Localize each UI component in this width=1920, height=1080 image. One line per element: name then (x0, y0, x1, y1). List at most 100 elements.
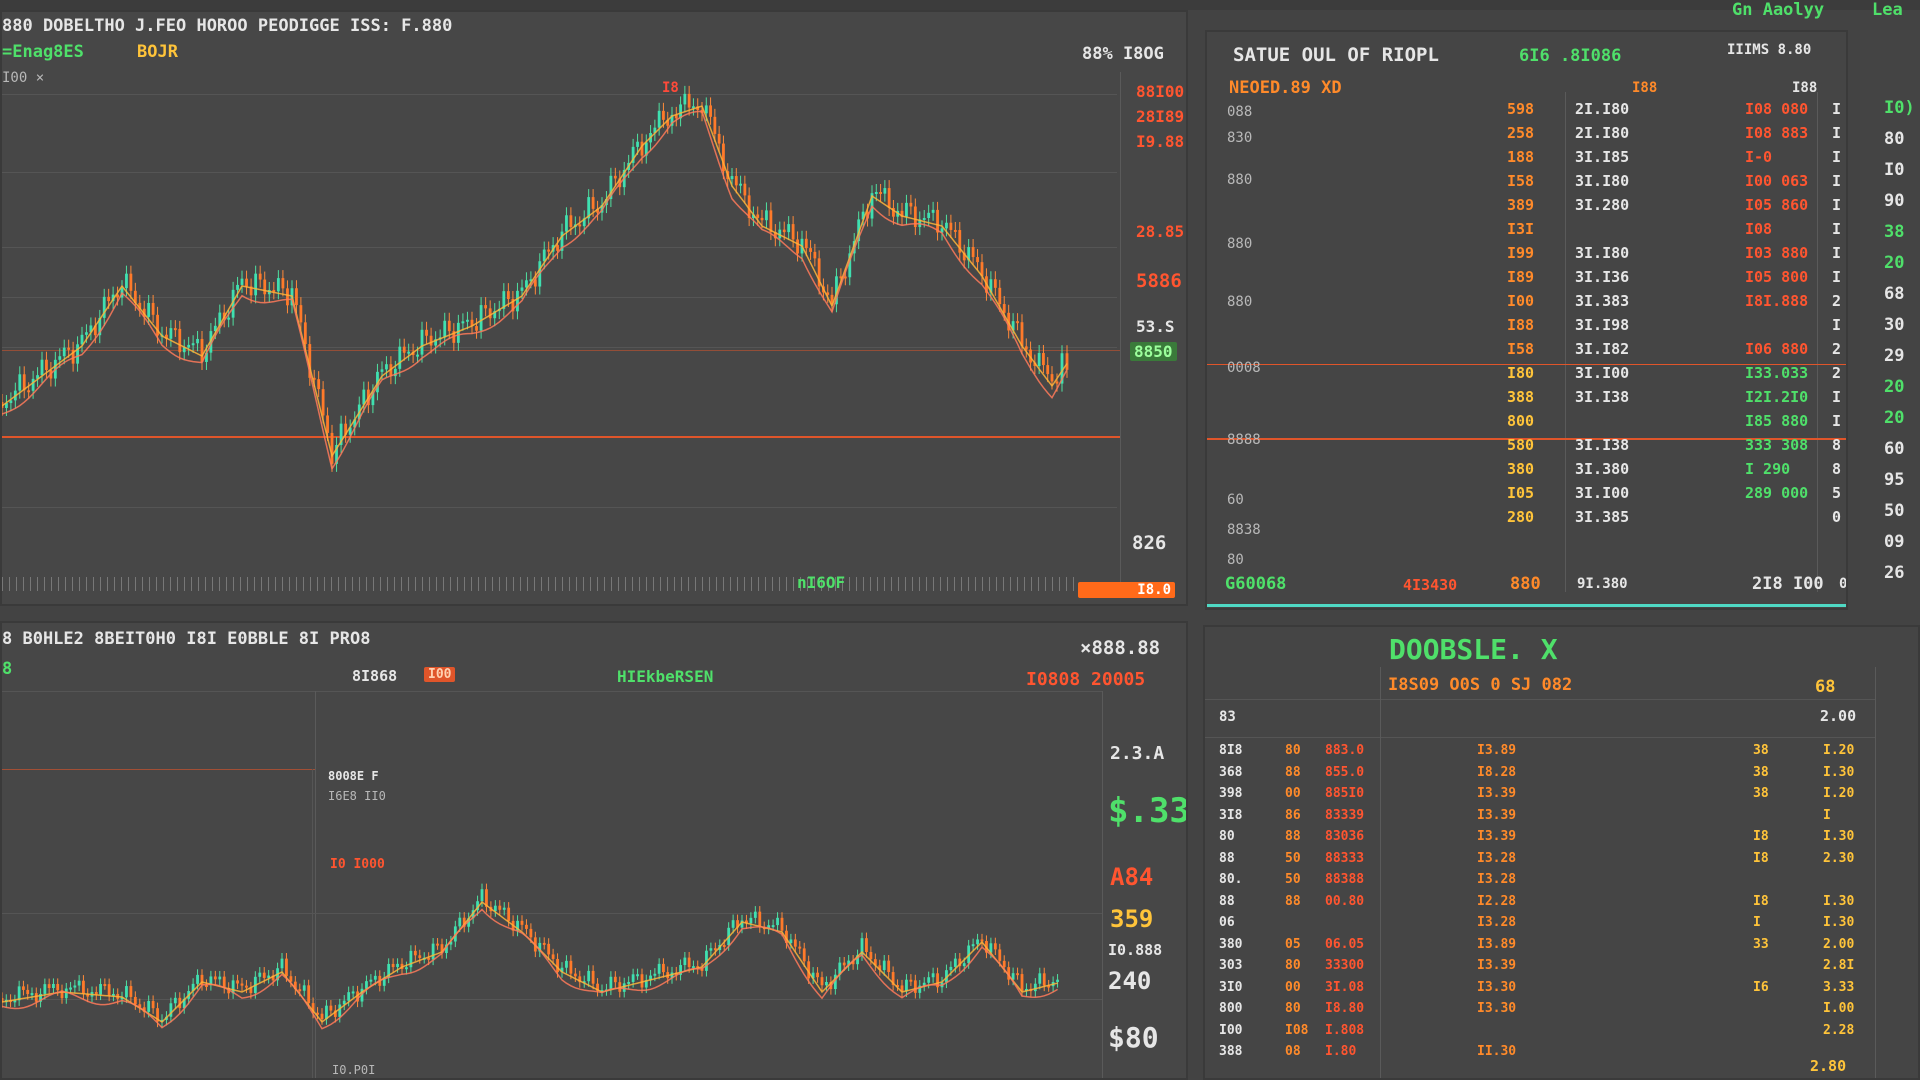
order-book-row[interactable]: 800 I85 880 I (1207, 412, 1846, 434)
row-count: 0 (1832, 508, 1842, 526)
candlestick-chart[interactable] (2, 72, 1112, 572)
candle-body (351, 991, 355, 994)
candle-body (506, 291, 510, 299)
row-size: 258 (1507, 124, 1535, 142)
trade-row[interactable]: 8I8 80 883.0 I3.89 38 I.20 (1205, 743, 1918, 765)
candle-body (147, 1001, 151, 1012)
order-book-row[interactable]: I58 3I.I82 I06 880 2 (1207, 340, 1846, 362)
trade-row[interactable]: 303 80 33300 I3.39 2.8I (1205, 958, 1918, 980)
order-book-row[interactable]: 380 3I.380 I 290 8 (1207, 460, 1846, 482)
candle-body (402, 346, 406, 353)
candle-body (470, 319, 474, 327)
trade-row[interactable]: 3I0 00 3I.08 I3.30 I6 3.33 (1205, 980, 1918, 1002)
candle-body (71, 349, 75, 364)
price-axis-label: 28.85 (1136, 222, 1185, 241)
trade-size: 38 (1753, 764, 1769, 780)
level-label: 880 (1227, 172, 1253, 188)
row-price: 3I.383 (1575, 292, 1630, 310)
order-book-row[interactable]: 188 3I.I85 I-0 I (1207, 148, 1846, 170)
order-book-row[interactable]: I88 3I.I98 I (1207, 316, 1846, 338)
candle-body (993, 943, 997, 950)
indicator-label[interactable]: HIEkbeRSEN (617, 667, 714, 686)
candle-body (1011, 321, 1015, 331)
candle-body (1016, 973, 1019, 976)
candle-body (52, 984, 55, 989)
candle-body (578, 224, 582, 227)
row-size: I89 (1507, 268, 1535, 286)
order-book-panel[interactable]: SATUE OUL OF RIOPL 6I6 .8I086 IIIMS 8.80… (1205, 30, 1848, 610)
order-book-row[interactable]: I3I I08 I (1207, 220, 1846, 242)
order-book-row[interactable]: I80 3I.I00 I33.033 2 (1207, 364, 1846, 386)
trade-size: I8 (1753, 850, 1769, 866)
zoom-level[interactable]: 88% I8OG (1082, 44, 1164, 64)
candle-body (878, 965, 882, 971)
candle-body (931, 209, 935, 213)
secondary-candlestick-chart[interactable] (2, 868, 1092, 1068)
trade-row[interactable]: I00 I08 I.808 2.28 (1205, 1023, 1918, 1045)
candle-body (839, 276, 843, 279)
candle-body (793, 939, 797, 947)
candle-body (488, 308, 492, 319)
candle-body (556, 245, 559, 251)
row-total: I33.033 (1745, 364, 1809, 382)
top-link-learn[interactable]: Lea (1872, 0, 1903, 20)
order-book-row[interactable]: 388 3I.I38 I2I.2I0 I (1207, 388, 1846, 410)
trade-row[interactable]: 06 I3.28 I I.30 (1205, 915, 1918, 937)
trades-table-panel[interactable]: DOOBSLE. X I8S09 O0S 0 SJ 082 68 2.00 83… (1203, 625, 1920, 1080)
row-count: I (1832, 244, 1842, 262)
order-book-row[interactable]: 280 3I.385 0 (1207, 508, 1846, 530)
candle-body (413, 950, 417, 956)
candle-body (879, 192, 882, 195)
candle-body (213, 976, 217, 980)
candle-body (165, 334, 168, 339)
order-book-row[interactable]: I89 3I.I36 I05 800 I (1207, 268, 1846, 290)
row-count: I (1832, 268, 1842, 286)
order-book-row[interactable]: I05 3I.I00 289 000 5 (1207, 484, 1846, 506)
trade-row[interactable]: 380 05 06.05 I3.89 33 2.00 (1205, 937, 1918, 959)
candle-body (107, 296, 111, 302)
trade-row[interactable]: 368 88 855.0 I8.28 38 I.30 (1205, 765, 1918, 787)
secondary-axis-label: 359 (1110, 905, 1154, 933)
symbol-label[interactable]: =Enag8ES (2, 42, 84, 62)
edge-value: 95 (1884, 470, 1905, 490)
candle-body (69, 987, 72, 990)
order-book-row[interactable]: 598 2I.I80 I08 080 I (1207, 100, 1846, 122)
trade-row[interactable]: 88 88 00.80 I2.28 I8 I.30 (1205, 894, 1918, 916)
candle-body (949, 222, 953, 230)
time-axis (2, 577, 1077, 591)
trade-row[interactable]: 80 88 83036 I3.39 I8 I.30 (1205, 829, 1918, 851)
trade-row[interactable]: 3I8 86 83339 I3.39 I (1205, 808, 1918, 830)
trade-size: 33 (1753, 936, 1769, 952)
candle-body (222, 976, 226, 988)
order-book-row[interactable]: 389 3I.280 I05 860 I (1207, 196, 1846, 218)
candle-body (502, 291, 506, 309)
trade-row[interactable]: 398 00 885I0 I3.39 38 I.20 (1205, 786, 1918, 808)
top-link-analysis[interactable]: Gn Aaolyy (1732, 0, 1825, 20)
candle-body (1046, 365, 1050, 375)
candle-body (820, 977, 824, 986)
candle-body (1002, 960, 1006, 968)
secondary-axis-label: 240 (1108, 967, 1152, 995)
trade-row[interactable]: 80. 50 88388 I3.28 (1205, 872, 1918, 894)
candle-body (542, 249, 546, 262)
candle-body (365, 981, 368, 989)
candle-body (236, 980, 239, 984)
main-chart-panel[interactable]: 880 DOBELTHO J.FEO HOROO PEODIGGE ISS: F… (0, 10, 1188, 606)
order-book-row[interactable]: 580 3I.I38 333 308 8 (1207, 436, 1846, 458)
order-book-row[interactable]: I99 3I.I80 I03 880 I (1207, 244, 1846, 266)
candle-body (922, 217, 926, 220)
trade-row[interactable]: 388 08 I.80 II.30 (1205, 1044, 1918, 1066)
candle-body (107, 984, 111, 996)
mid-price-line (1207, 438, 1846, 440)
order-book-row[interactable]: 258 2I.I80 I08 883 I (1207, 124, 1846, 146)
candle-body (722, 143, 725, 172)
candle-body (307, 985, 311, 1004)
level-label: 830 (1227, 130, 1253, 146)
candle-body (391, 963, 395, 968)
order-book-row[interactable]: I58 3I.I80 I00 063 I (1207, 172, 1846, 194)
trade-row[interactable]: 88 50 88333 I3.28 I8 2.30 (1205, 851, 1918, 873)
candle-body (674, 114, 678, 119)
order-book-row[interactable]: I00 3I.383 I8I.888 2 (1207, 292, 1846, 314)
secondary-chart-panel[interactable]: 8 B0HLE2 8BEIT0H0 I8I E0BBLE 8I PRO8 8 8… (0, 621, 1188, 1080)
trade-row[interactable]: 800 80 I8.80 I3.30 I.00 (1205, 1001, 1918, 1023)
